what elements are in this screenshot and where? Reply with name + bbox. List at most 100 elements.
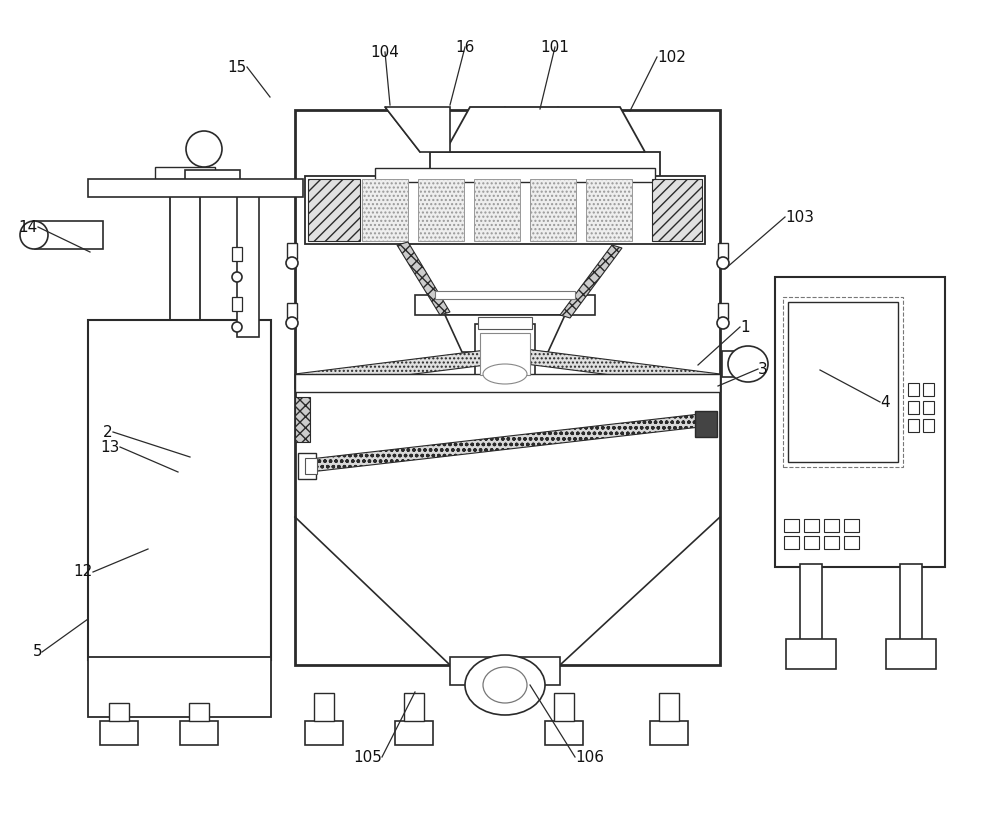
Bar xyxy=(545,721,583,745)
Text: 103: 103 xyxy=(785,209,814,225)
Bar xyxy=(305,176,705,244)
Bar xyxy=(786,639,836,669)
Bar xyxy=(35,221,103,249)
Bar xyxy=(430,152,660,180)
Ellipse shape xyxy=(728,346,768,382)
Bar xyxy=(775,277,945,567)
Bar xyxy=(189,703,209,721)
Bar xyxy=(695,411,717,437)
Ellipse shape xyxy=(232,272,242,282)
Text: 5: 5 xyxy=(32,645,42,659)
Bar xyxy=(109,703,129,721)
Text: 104: 104 xyxy=(371,44,399,60)
Bar xyxy=(295,374,720,392)
Bar xyxy=(784,536,799,549)
Text: 3: 3 xyxy=(758,361,768,377)
Bar xyxy=(418,179,464,241)
Bar xyxy=(287,243,297,259)
Bar xyxy=(908,419,919,432)
Bar xyxy=(362,179,408,241)
Text: 106: 106 xyxy=(575,749,604,765)
Text: 15: 15 xyxy=(228,60,247,74)
Text: 1: 1 xyxy=(740,319,750,334)
Ellipse shape xyxy=(20,221,48,249)
Bar xyxy=(718,303,728,319)
Bar xyxy=(295,110,720,665)
Bar xyxy=(305,721,343,745)
Ellipse shape xyxy=(232,322,242,332)
Bar xyxy=(314,693,334,721)
Bar xyxy=(824,519,839,532)
Bar xyxy=(923,401,934,414)
Bar xyxy=(308,179,360,241)
Bar xyxy=(287,303,297,319)
Ellipse shape xyxy=(483,364,527,384)
Text: 13: 13 xyxy=(101,440,120,454)
Ellipse shape xyxy=(286,317,298,329)
Ellipse shape xyxy=(483,667,527,703)
Bar xyxy=(232,297,242,311)
Bar xyxy=(173,234,197,414)
Bar xyxy=(170,190,200,417)
Bar xyxy=(722,351,757,377)
Ellipse shape xyxy=(717,257,729,269)
Bar xyxy=(478,317,532,329)
Text: 12: 12 xyxy=(74,565,93,579)
Bar xyxy=(395,721,433,745)
Bar xyxy=(170,173,200,193)
Bar xyxy=(88,657,271,717)
Text: 102: 102 xyxy=(657,50,686,65)
Polygon shape xyxy=(385,107,450,152)
Text: 4: 4 xyxy=(880,395,890,409)
Bar xyxy=(185,170,240,182)
Bar xyxy=(659,693,679,721)
Text: 2: 2 xyxy=(103,425,113,440)
Ellipse shape xyxy=(286,257,298,269)
Polygon shape xyxy=(445,107,645,152)
Bar xyxy=(100,721,138,745)
Bar xyxy=(900,564,922,642)
Bar xyxy=(375,168,655,182)
Bar xyxy=(237,190,259,337)
Bar xyxy=(88,179,303,197)
Bar xyxy=(232,247,242,261)
Bar xyxy=(155,167,215,179)
Bar xyxy=(788,302,898,462)
Bar xyxy=(844,519,859,532)
Polygon shape xyxy=(397,242,450,315)
Bar xyxy=(404,693,424,721)
Bar xyxy=(435,291,575,299)
Bar xyxy=(652,179,702,241)
Text: 105: 105 xyxy=(353,749,382,765)
Bar xyxy=(530,179,576,241)
Bar xyxy=(718,243,728,259)
Bar xyxy=(450,657,560,685)
Bar xyxy=(305,458,317,474)
Bar xyxy=(586,179,632,241)
Polygon shape xyxy=(295,347,510,389)
Bar xyxy=(554,693,574,721)
Bar xyxy=(298,453,316,479)
Bar xyxy=(180,721,218,745)
Bar xyxy=(88,320,271,660)
Bar xyxy=(800,564,822,642)
Bar xyxy=(475,324,535,379)
Bar xyxy=(804,519,819,532)
Polygon shape xyxy=(510,347,720,389)
Bar xyxy=(824,536,839,549)
Bar xyxy=(650,721,688,745)
Ellipse shape xyxy=(717,317,729,329)
Bar xyxy=(783,297,903,467)
Bar xyxy=(886,639,936,669)
Bar xyxy=(804,536,819,549)
Bar xyxy=(908,383,919,396)
Text: 101: 101 xyxy=(541,39,569,55)
Polygon shape xyxy=(295,397,310,442)
Text: 16: 16 xyxy=(455,39,475,55)
Bar xyxy=(415,295,595,315)
Polygon shape xyxy=(445,315,565,352)
Bar xyxy=(908,401,919,414)
Text: 14: 14 xyxy=(19,220,38,234)
Bar xyxy=(923,383,934,396)
Polygon shape xyxy=(310,414,700,472)
